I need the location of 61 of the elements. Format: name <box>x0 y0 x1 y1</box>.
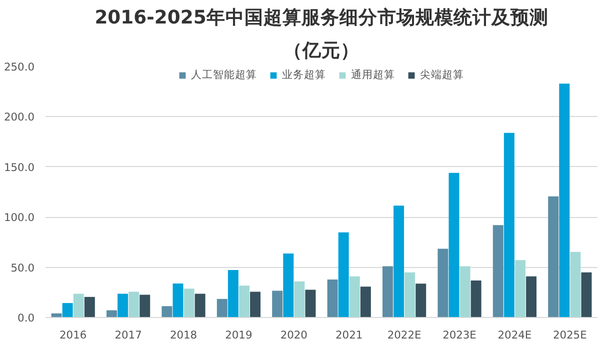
bar <box>416 284 426 318</box>
bar <box>194 294 206 318</box>
bar <box>294 281 305 318</box>
y-tick-label: 50.0 <box>10 261 35 274</box>
bar <box>382 266 393 318</box>
y-tick-label: 0.0 <box>18 312 35 324</box>
x-tick-label: 2019 <box>225 328 252 342</box>
bar <box>570 252 581 318</box>
legend-label: 尖端超算 <box>420 68 464 82</box>
bar <box>106 310 117 318</box>
bar <box>272 290 283 318</box>
bar <box>184 288 194 318</box>
bar <box>216 298 228 318</box>
bar <box>470 280 482 318</box>
bar <box>438 248 448 318</box>
bar <box>338 232 349 318</box>
y-tick-label: 150.0 <box>4 160 35 174</box>
bar <box>118 294 128 318</box>
bar <box>394 206 404 318</box>
x-tick-label: 2017 <box>114 328 142 342</box>
bar <box>62 303 73 318</box>
bar <box>305 290 316 318</box>
bar <box>73 294 84 318</box>
bar <box>526 276 537 318</box>
bar <box>448 172 460 318</box>
bar <box>250 292 261 318</box>
bar <box>404 272 416 318</box>
bar <box>581 272 592 318</box>
x-tick-label: 2018 <box>170 328 198 342</box>
bar <box>140 294 150 318</box>
bar <box>360 286 371 318</box>
legend-label: 通用超算 <box>351 68 395 82</box>
bar <box>238 286 250 318</box>
bar <box>548 196 559 318</box>
bar <box>172 283 184 318</box>
y-tick-label: 100.0 <box>4 211 35 224</box>
bar <box>283 254 294 318</box>
x-tick-label: 2025E <box>552 328 588 342</box>
bar <box>492 225 504 318</box>
legend-label: 业务超算 <box>282 68 326 82</box>
chart-title: 2016-2025年中国超算服务细分市场规模统计及预测 <box>94 6 548 28</box>
bar <box>514 260 526 318</box>
x-tick-label: 2020 <box>280 328 308 342</box>
x-tick-label: 2024E <box>498 328 532 342</box>
legend-label: 人工智能超算 <box>191 68 257 82</box>
bar <box>349 276 360 318</box>
bar <box>504 132 514 318</box>
bar <box>128 292 140 318</box>
bar <box>228 270 238 318</box>
bar <box>559 84 570 318</box>
x-tick-label: 2023E <box>442 328 477 342</box>
bar <box>84 296 95 318</box>
x-tick-label: 2016 <box>60 328 87 342</box>
x-tick-label: 2021 <box>336 328 363 342</box>
bar <box>460 266 470 318</box>
bar <box>327 280 338 318</box>
chart-subtitle: （亿元） <box>284 40 360 62</box>
x-tick-label: 2022E <box>387 328 422 342</box>
bar <box>162 306 172 318</box>
y-tick-label: 200.0 <box>4 110 35 124</box>
y-tick-label: 250.0 <box>4 60 35 74</box>
